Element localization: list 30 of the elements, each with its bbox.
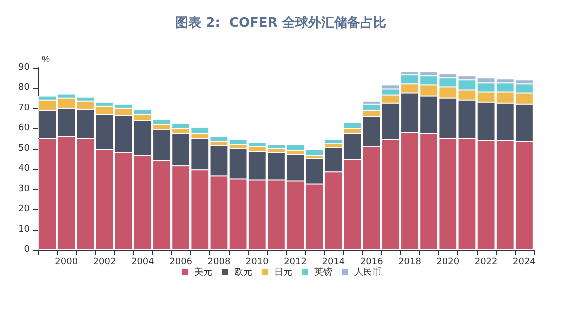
y-tick-label: 70	[18, 103, 30, 114]
y-tick-label: 50	[18, 144, 30, 154]
x-tick-label: 2016	[360, 258, 384, 268]
x-tick-label: 2010	[246, 258, 270, 268]
y-tick-label: 40	[18, 164, 30, 174]
x-tick-label: 2020	[436, 258, 460, 268]
y-axis-title: %	[42, 54, 50, 64]
x-tick-label: 2012	[284, 258, 307, 268]
y-tick-label: 80	[18, 83, 30, 94]
legend-label: 日元	[274, 267, 292, 277]
x-tick-label: 2022	[474, 258, 498, 268]
legend-label: 美元	[194, 267, 212, 277]
y-tick-label: 30	[18, 184, 30, 194]
legend-label: 英镑	[314, 267, 332, 277]
legend-label: 欧元	[234, 267, 252, 277]
x-tick-label: 2024	[513, 258, 536, 268]
y-tick-label: 10	[18, 224, 30, 235]
chart-title: 图表 2: COFER 全球外汇储备占比	[176, 15, 386, 31]
legend-label: 人民币	[354, 267, 382, 277]
x-tick-label: 2006	[170, 258, 193, 268]
x-tick-label: 2014	[322, 258, 346, 268]
y-tick-label: 90	[18, 63, 30, 73]
y-tick-label: 60	[18, 124, 30, 134]
y-tick-label: 0	[24, 245, 30, 255]
x-tick-label: 2000	[55, 258, 78, 268]
y-tick-label: 20	[18, 204, 30, 215]
x-tick-label: 2004	[131, 258, 155, 268]
x-tick-label: 2002	[93, 258, 116, 268]
x-tick-label: 2018	[398, 258, 422, 268]
x-tick-label: 2008	[208, 258, 231, 268]
